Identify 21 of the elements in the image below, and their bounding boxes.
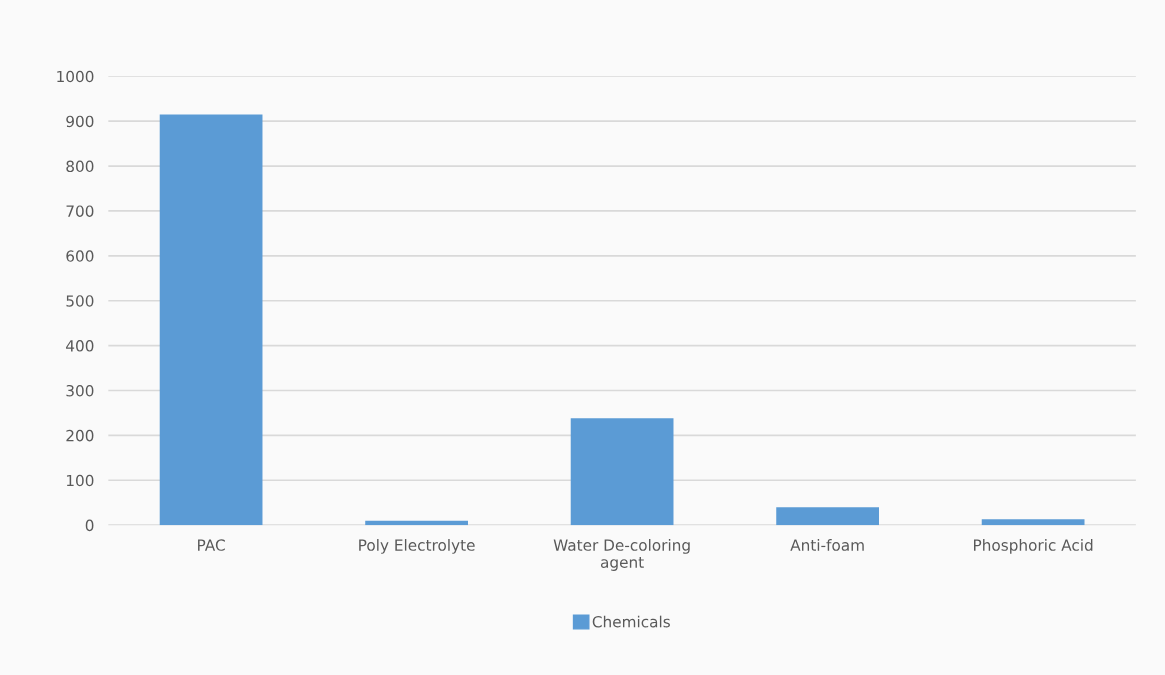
x-tick-label: Water De-coloring agent — [553, 539, 690, 571]
y-tick-label: 0 — [85, 519, 94, 532]
y-tick-label: 100 — [66, 474, 94, 487]
y-tick-label: 900 — [66, 115, 94, 128]
y-tick-label: 1000 — [57, 70, 94, 83]
y-tick-label: 300 — [66, 384, 94, 397]
bar — [776, 507, 879, 526]
x-tick-label: PAC — [198, 539, 225, 551]
bar — [159, 114, 263, 526]
x-tick-label: Phosphoric Acid — [974, 539, 1093, 554]
y-tick-label: 600 — [66, 250, 94, 262]
y-tick-label: 400 — [66, 340, 94, 352]
legend-label: Chemicals — [592, 615, 670, 628]
x-tick-label: Poly Electrolyte — [359, 539, 475, 554]
bar — [981, 519, 1085, 526]
x-tick-label: Anti-foam — [790, 539, 864, 551]
y-tick-label: 800 — [66, 160, 94, 173]
y-tick-label: 200 — [66, 429, 94, 442]
y-tick-label: 500 — [66, 295, 94, 307]
bar — [570, 418, 674, 526]
y-tick-label: 700 — [66, 205, 94, 217]
